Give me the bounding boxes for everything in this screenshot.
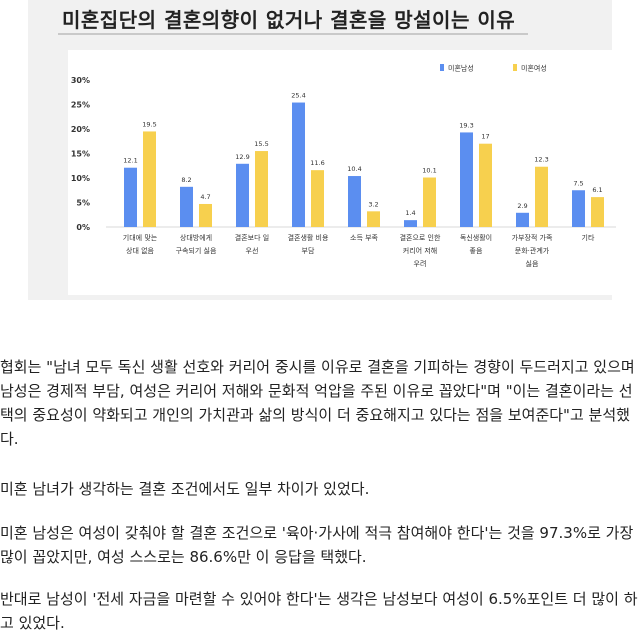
- x-tick-label: 결혼으로 인한: [400, 233, 441, 242]
- x-tick-label: 상대방에게: [180, 233, 212, 242]
- data-label: 10.1: [422, 167, 436, 175]
- article-paragraph-3: 미혼 남성은 여성이 갖춰야 할 결혼 조건으로 '육아·가사에 적극 참여해야…: [0, 524, 634, 566]
- bar-female: [479, 143, 492, 227]
- data-label: 25.4: [291, 92, 305, 100]
- y-tick-label: 0%: [76, 223, 90, 232]
- article-paragraph-1: 협회는 "남녀 모두 독신 생활 선호와 커리어 중시를 이유로 결혼을 기피하…: [0, 358, 635, 448]
- bar-female: [535, 166, 548, 227]
- data-label: 11.6: [310, 159, 324, 167]
- bar-male: [460, 132, 473, 227]
- bar-male: [516, 212, 529, 227]
- bar-male: [572, 190, 585, 227]
- bar-female: [311, 170, 324, 227]
- legend-swatch: [440, 64, 444, 71]
- y-tick-label: 15%: [71, 150, 90, 159]
- bar-male: [348, 176, 361, 227]
- data-label: 15.5: [254, 140, 268, 148]
- y-tick-label: 20%: [71, 125, 90, 134]
- bar-female: [143, 131, 156, 227]
- data-label: 2.9: [517, 202, 527, 210]
- x-tick-label: 싫음: [526, 259, 539, 268]
- x-tick-label: 상대 없음: [126, 246, 155, 255]
- data-label: 17: [481, 133, 489, 141]
- y-tick-label: 25%: [71, 101, 90, 110]
- bar-male: [292, 102, 305, 227]
- legend-swatch: [513, 64, 517, 71]
- bar-female: [255, 151, 268, 227]
- x-tick-label: 기타: [582, 233, 595, 242]
- legend-label: 미혼여성: [521, 64, 547, 73]
- data-label: 10.4: [347, 165, 361, 173]
- data-label: 12.3: [534, 156, 548, 164]
- data-label: 8.2: [181, 176, 191, 184]
- x-tick-label: 가부장적 가족: [512, 233, 553, 242]
- title-underline: [58, 33, 528, 35]
- bar-male: [236, 163, 249, 227]
- y-tick-label: 30%: [71, 76, 90, 85]
- article-paragraph-4: 반대로 남성이 '전세 자금을 마련할 수 있어야 한다'는 생각은 남성보다 …: [0, 590, 638, 632]
- x-tick-label: 기대에 맞는: [123, 233, 158, 242]
- bar-female: [423, 177, 436, 227]
- x-tick-label: 결혼생활 비용: [288, 233, 329, 242]
- data-label: 3.2: [368, 200, 378, 208]
- y-tick-label: 5%: [76, 199, 90, 208]
- data-label: 12.9: [235, 153, 249, 161]
- legend-label: 미혼남성: [448, 64, 474, 73]
- bar-male: [180, 186, 193, 227]
- x-tick-label: 우선: [246, 246, 259, 255]
- bar-female: [199, 203, 212, 227]
- bar-female: [591, 197, 604, 227]
- data-label: 1.4: [405, 209, 415, 217]
- x-tick-label: 좋음: [470, 247, 483, 255]
- x-tick-label: 독신생활이: [460, 233, 492, 242]
- x-tick-label: 문화·관계가: [515, 246, 550, 255]
- chart-title: 미혼집단의 결혼의향이 없거나 결혼을 망설이는 이유: [62, 8, 516, 32]
- bar-male: [124, 167, 137, 227]
- data-label: 4.7: [200, 193, 210, 201]
- x-tick-label: 커리어 저해: [403, 246, 437, 255]
- data-label: 19.5: [142, 120, 156, 128]
- data-label: 7.5: [573, 179, 583, 187]
- x-tick-label: 소득 부족: [350, 234, 379, 242]
- bar-male: [404, 220, 417, 227]
- article-paragraph-2: 미혼 남녀가 생각하는 결혼 조건에서도 일부 차이가 있었다.: [0, 480, 370, 498]
- x-tick-label: 우려: [414, 259, 427, 268]
- x-tick-label: 구속되기 싫음: [176, 246, 217, 255]
- x-tick-label: 부담: [302, 246, 315, 255]
- data-label: 19.3: [459, 121, 473, 129]
- data-label: 6.1: [592, 186, 602, 194]
- data-label: 12.1: [123, 157, 137, 165]
- chart-figure: 미혼집단의 결혼의향이 없거나 결혼을 망설이는 이유 0% 5% 10% 15% 20…: [28, 0, 628, 300]
- y-tick-label: 10%: [71, 174, 90, 183]
- bar-female: [367, 211, 380, 227]
- x-tick-label: 결혼보다 일: [235, 233, 269, 242]
